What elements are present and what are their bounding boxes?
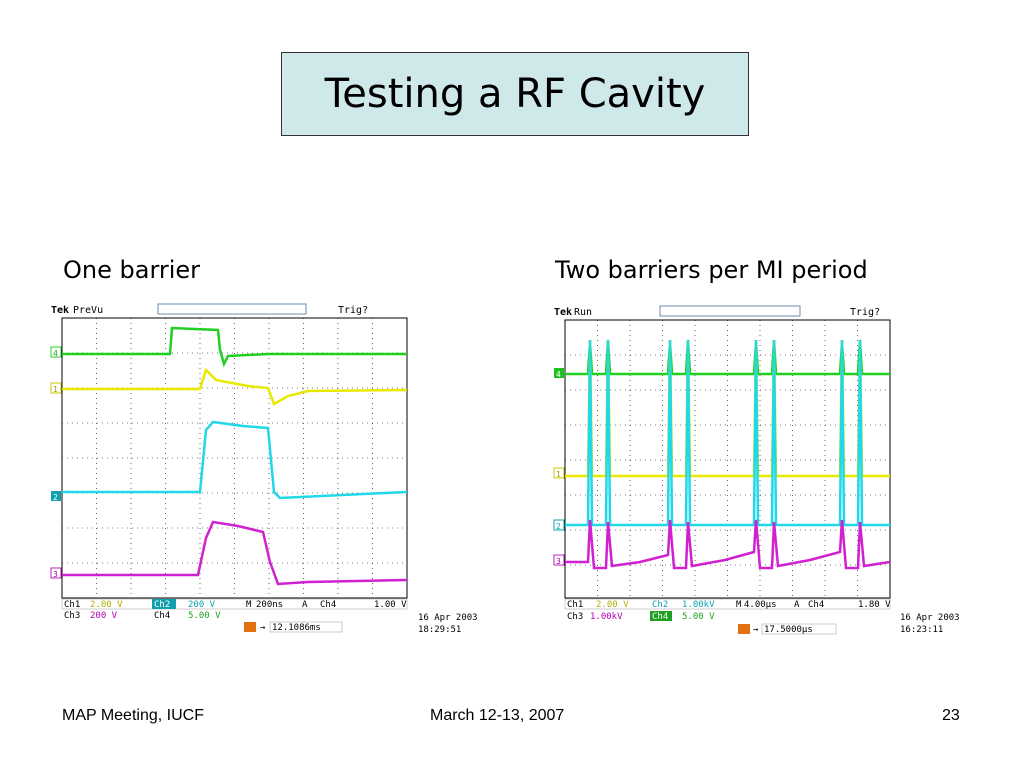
svg-text:M: M: [736, 600, 742, 610]
timebase: 4.00μs: [744, 600, 777, 610]
footer-left: MAP Meeting, IUCF: [62, 707, 204, 724]
trigger-source: Ch4: [808, 600, 824, 610]
scope-date: 16 Apr 2003: [418, 613, 478, 623]
ch4-scale: 5.00 V: [188, 611, 221, 621]
svg-text:Ch4: Ch4: [154, 611, 170, 621]
trace-ch3: [62, 520, 408, 586]
svg-text:→: →: [260, 623, 266, 633]
scope-time: 16:23:11: [900, 625, 943, 635]
svg-text:A: A: [794, 600, 800, 610]
title-box: Testing a RF Cavity: [281, 52, 749, 136]
trace-ch4: [62, 326, 407, 368]
svg-text:3: 3: [556, 557, 561, 566]
scope-date: 16 Apr 2003: [900, 613, 960, 623]
ch3-scale: 200 V: [90, 611, 118, 621]
footer-center: March 12-13, 2007: [430, 707, 565, 724]
svg-text:M: M: [246, 600, 252, 610]
trace-ch3: [565, 519, 891, 570]
ch1-scale: 2.00 V: [596, 600, 629, 610]
svg-text:→: →: [753, 625, 759, 635]
trace-ch2: [62, 420, 408, 500]
scope-trig-status: Trig?: [338, 305, 368, 316]
trigger-source: Ch4: [320, 600, 336, 610]
svg-text:4: 4: [556, 370, 561, 379]
svg-text:Ch2: Ch2: [652, 600, 668, 610]
scope-brand: Tek: [51, 305, 69, 316]
svg-text:Ch2: Ch2: [154, 600, 170, 610]
svg-text:A: A: [302, 600, 308, 610]
svg-text:1: 1: [53, 385, 58, 394]
trace-ch2: [565, 339, 890, 527]
ch3-scale: 1.00kV: [590, 612, 623, 622]
ch1-scale: 2.00 V: [90, 600, 123, 610]
svg-text:Ch3: Ch3: [567, 612, 583, 622]
scope-trig-status: Trig?: [850, 307, 880, 318]
trace-ch1: [62, 367, 408, 406]
trigger-level: 1.80 V: [858, 600, 891, 610]
scope-two-barriers: Tek Run Trig? 4 1 2 3: [550, 300, 980, 645]
trigger-level: 1.00 V: [374, 600, 407, 610]
ch2-scale: 200 V: [188, 600, 216, 610]
trigger-position: 12.1086ms: [272, 623, 321, 633]
right-caption: Two barriers per MI period: [555, 256, 868, 284]
svg-text:Ch1: Ch1: [567, 600, 583, 610]
svg-text:3: 3: [53, 570, 58, 579]
svg-text:4: 4: [53, 349, 58, 358]
svg-text:Ch1: Ch1: [64, 600, 80, 610]
svg-text:2: 2: [556, 522, 561, 531]
page-number: 23: [942, 707, 960, 724]
slide-title: Testing a RF Cavity: [324, 71, 706, 117]
scope-one-barrier: Tek PreVu Trig? 4 1 2 3: [48, 300, 493, 645]
scope-mode: PreVu: [73, 305, 103, 316]
trigger-position: 17.5000μs: [764, 625, 813, 635]
timebase: 200ns: [256, 600, 283, 610]
svg-text:2: 2: [53, 493, 58, 502]
svg-text:Ch3: Ch3: [64, 611, 80, 621]
scope-mode: Run: [574, 307, 592, 318]
scope-time: 18:29:51: [418, 625, 461, 635]
ch2-scale: 1.00kV: [682, 600, 715, 610]
left-caption: One barrier: [63, 256, 201, 284]
scope-grid: [564, 319, 891, 599]
svg-text:Ch4: Ch4: [652, 612, 668, 622]
ch4-scale: 5.00 V: [682, 612, 715, 622]
svg-text:1: 1: [556, 470, 561, 479]
scope-brand: Tek: [554, 307, 572, 318]
